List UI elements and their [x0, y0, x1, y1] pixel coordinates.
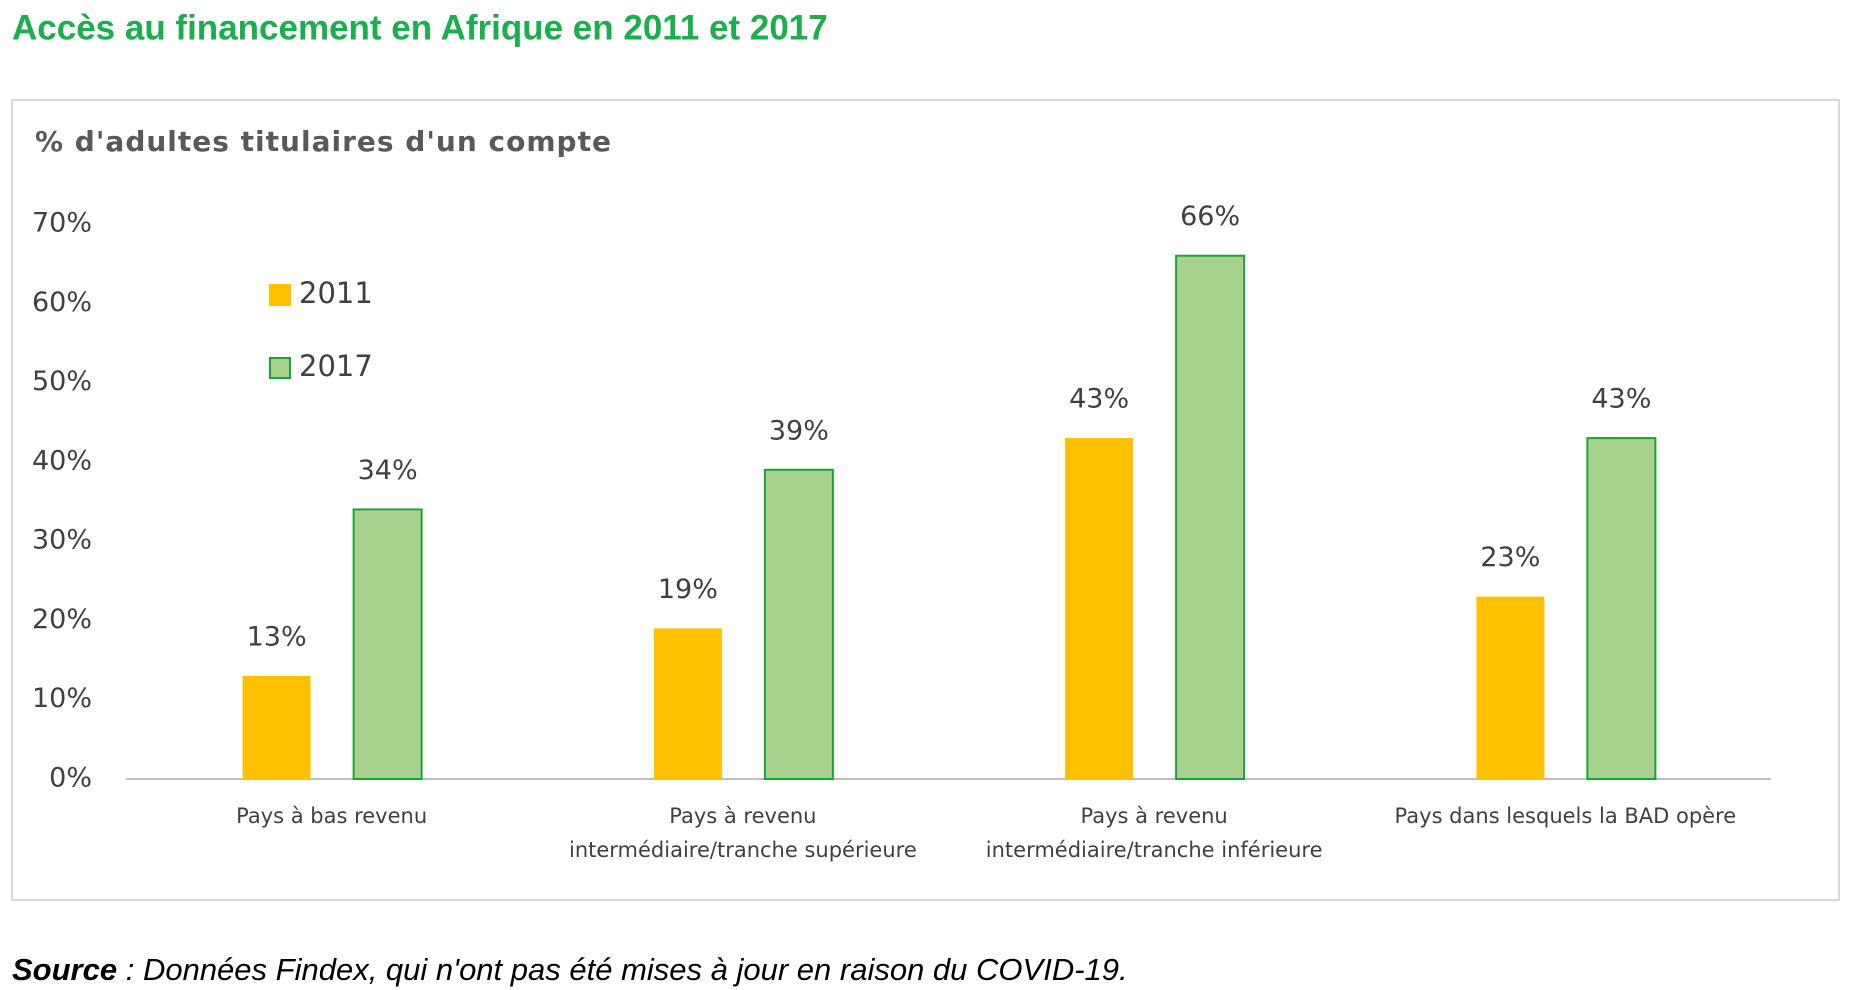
y-tick-label: 40% — [32, 445, 92, 476]
bar — [653, 628, 722, 779]
legend-label: 2017 — [299, 349, 373, 383]
x-tick-label: Pays à revenu intermédiaire/tranche supé… — [568, 804, 917, 862]
y-tick-label: 20% — [32, 604, 92, 635]
y-tick-label: 60% — [32, 287, 92, 318]
chart-title: Accès au financement en Afrique en 2011 … — [12, 8, 828, 47]
legend-label: 2011 — [299, 276, 373, 310]
chart-frame — [11, 99, 1840, 901]
y-tick-label: 70% — [32, 208, 92, 239]
axis-subtitle: % d'adultes titulaires d'un compte — [35, 125, 612, 158]
data-label: 19% — [658, 574, 718, 605]
y-tick-label: 50% — [32, 366, 92, 397]
x-tick-label: Pays à bas revenu — [236, 804, 428, 828]
y-tick-label: 0% — [49, 763, 92, 794]
bar — [1065, 438, 1134, 779]
source-label: Source — [12, 952, 117, 987]
bar — [242, 675, 311, 779]
data-label: 39% — [769, 415, 829, 446]
data-label: 43% — [1591, 384, 1651, 415]
bar — [1476, 596, 1545, 779]
bar — [352, 508, 423, 780]
data-label: 66% — [1180, 201, 1240, 232]
source-text: : Données Findex, qui n'ont pas été mise… — [117, 952, 1128, 987]
y-tick-label: 10% — [32, 683, 92, 714]
y-tick-label: 30% — [32, 525, 92, 556]
x-tick-label: Pays dans lesquels la BAD opère — [1394, 804, 1737, 828]
data-label: 23% — [1480, 542, 1540, 573]
data-label: 13% — [247, 621, 307, 652]
legend-swatch — [269, 357, 291, 379]
data-label: 34% — [358, 455, 418, 486]
bar — [763, 468, 834, 780]
bar — [1175, 254, 1246, 780]
source-note: Source : Données Findex, qui n'ont pas é… — [12, 952, 1128, 987]
legend-swatch — [269, 284, 291, 306]
bar — [1586, 437, 1657, 780]
x-tick-label: Pays à revenu intermédiaire/tranche infé… — [985, 804, 1323, 862]
data-label: 43% — [1069, 384, 1129, 415]
